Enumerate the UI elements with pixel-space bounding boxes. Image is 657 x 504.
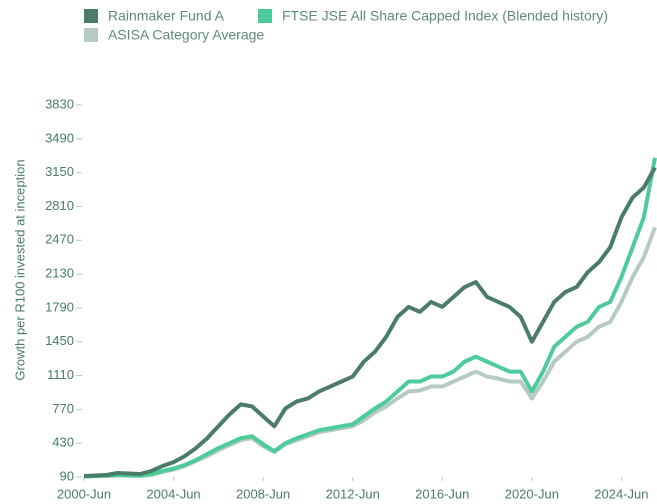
legend-label: Rainmaker Fund A	[108, 8, 225, 24]
x-tick-label: 2004-Jun	[146, 486, 200, 501]
x-tick-label: 2016-Jun	[415, 486, 469, 501]
y-tick-label: 90	[60, 468, 74, 483]
y-tick-label: 2810	[45, 198, 74, 213]
y-tick-label: 3150	[45, 164, 74, 179]
y-tick-label: 1450	[45, 333, 74, 348]
y-tick-label: 2130	[45, 266, 74, 281]
legend-swatch	[84, 9, 98, 23]
y-tick-label: 1110	[47, 367, 74, 382]
x-tick-label: 2024-Jun	[594, 486, 648, 501]
legend-label: ASISA Category Average	[108, 27, 264, 43]
x-tick-label: 2012-Jun	[326, 486, 380, 501]
x-tick-label: 2000-Jun	[57, 486, 111, 501]
series-line	[83, 226, 657, 479]
legend-swatch	[258, 9, 272, 23]
y-tick-label: 1790	[45, 299, 74, 314]
y-tick-label: 770	[52, 401, 74, 416]
x-tick-label: 2008-Jun	[236, 486, 290, 501]
y-tick-label: 3830	[45, 96, 74, 111]
legend-swatch	[84, 28, 98, 42]
y-axis-label: Growth per R100 invested at inception	[12, 159, 27, 380]
y-tick-label: 2470	[45, 232, 74, 247]
series-line	[83, 166, 657, 479]
legend-label: FTSE JSE All Share Capped Index (Blended…	[282, 8, 608, 24]
series-line	[83, 157, 657, 479]
x-tick-label: 2020-Jun	[505, 486, 559, 501]
y-tick-label: 3490	[45, 130, 74, 145]
y-tick-label: 430	[52, 435, 74, 450]
